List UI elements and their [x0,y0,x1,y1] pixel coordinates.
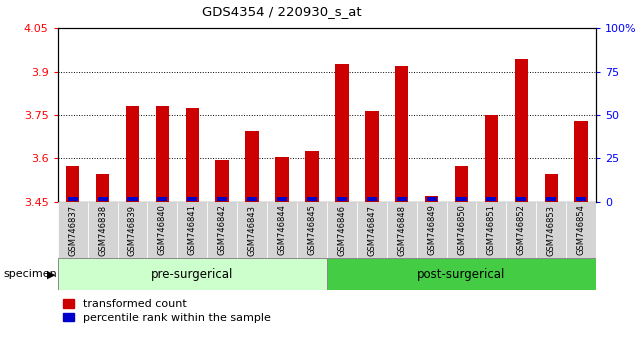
Bar [215,160,229,202]
FancyBboxPatch shape [58,202,88,258]
Bar [96,174,109,202]
Text: GSM746841: GSM746841 [188,205,197,256]
Bar [545,174,558,202]
Text: GSM746842: GSM746842 [218,205,227,256]
Text: GSM746845: GSM746845 [308,205,317,256]
Text: GSM746850: GSM746850 [457,205,466,256]
Bar [456,197,467,201]
FancyBboxPatch shape [297,202,327,258]
FancyBboxPatch shape [178,202,207,258]
Bar [66,166,79,202]
Text: GSM746843: GSM746843 [247,205,256,256]
Text: GSM746851: GSM746851 [487,205,496,256]
Bar [246,131,259,202]
Bar [58,258,327,290]
Bar [455,166,468,202]
Text: GSM746848: GSM746848 [397,205,406,256]
Bar [97,197,108,201]
Bar [247,197,257,201]
Text: pre-surgerical: pre-surgerical [151,268,233,281]
Bar [425,196,438,202]
Text: GSM746838: GSM746838 [98,205,107,256]
Bar [217,197,228,201]
Bar [365,111,378,202]
Text: GSM746854: GSM746854 [577,205,586,256]
Bar [395,66,408,202]
Text: GDS4354 / 220930_s_at: GDS4354 / 220930_s_at [202,5,362,18]
FancyBboxPatch shape [267,202,297,258]
Text: specimen: specimen [3,269,57,279]
Text: GSM746853: GSM746853 [547,205,556,256]
Text: GSM746847: GSM746847 [367,205,376,256]
Text: GSM746839: GSM746839 [128,205,137,256]
Bar [335,64,349,202]
FancyBboxPatch shape [417,202,447,258]
FancyBboxPatch shape [506,202,537,258]
Bar [487,197,497,201]
FancyBboxPatch shape [537,202,566,258]
Bar [515,59,528,202]
Bar [327,258,596,290]
Bar [546,197,556,201]
FancyBboxPatch shape [476,202,506,258]
Bar [485,115,498,202]
FancyBboxPatch shape [207,202,237,258]
FancyBboxPatch shape [357,202,387,258]
Text: GSM746852: GSM746852 [517,205,526,256]
Bar [426,197,437,201]
Bar [576,197,587,201]
Bar [305,151,319,202]
FancyBboxPatch shape [387,202,417,258]
Bar [67,197,78,201]
Bar [157,197,167,201]
Bar [516,197,526,201]
Text: GSM746849: GSM746849 [427,205,436,256]
Text: ▶: ▶ [47,269,55,279]
Bar [126,107,139,202]
FancyBboxPatch shape [147,202,178,258]
Text: GSM746840: GSM746840 [158,205,167,256]
Text: post-surgerical: post-surgerical [417,268,506,281]
Bar [307,197,317,201]
Bar [337,197,347,201]
Bar [277,197,287,201]
Bar [187,197,197,201]
FancyBboxPatch shape [237,202,267,258]
Bar [276,157,289,202]
Bar [128,197,138,201]
Bar [156,107,169,202]
FancyBboxPatch shape [447,202,476,258]
FancyBboxPatch shape [566,202,596,258]
FancyBboxPatch shape [88,202,117,258]
Bar [186,108,199,202]
Text: GSM746837: GSM746837 [68,205,77,256]
FancyBboxPatch shape [117,202,147,258]
Bar [367,197,377,201]
Text: GSM746846: GSM746846 [337,205,346,256]
FancyBboxPatch shape [327,202,357,258]
Legend: transformed count, percentile rank within the sample: transformed count, percentile rank withi… [63,299,271,323]
Bar [397,197,407,201]
Text: GSM746844: GSM746844 [278,205,287,256]
Bar [574,121,588,202]
